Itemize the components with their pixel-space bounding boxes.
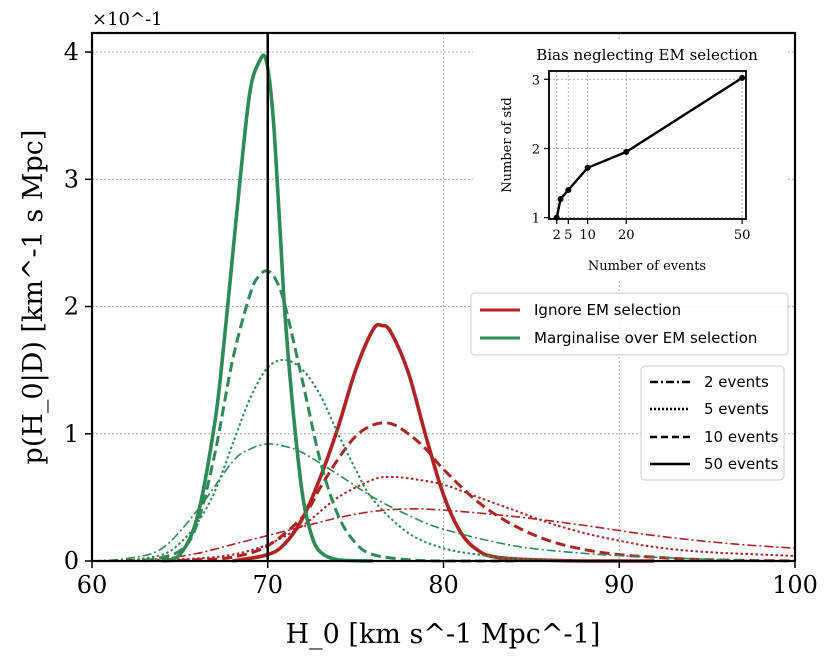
legend-10-events-label: 10 events bbox=[704, 428, 779, 446]
y-tick-label: 1 bbox=[64, 420, 79, 448]
x-axis-label: H_0 [km s^-1 Mpc^-1] bbox=[286, 619, 601, 650]
inset-x-tick-label: 50 bbox=[734, 228, 751, 243]
y-scale-label: ×10^-1 bbox=[92, 9, 163, 30]
x-tick-label: 70 bbox=[252, 571, 283, 599]
inset-x-label: Number of events bbox=[588, 259, 706, 274]
method-legend: Ignore EM selection Marginalise over EM … bbox=[470, 292, 789, 356]
legend-ignore-label: Ignore EM selection bbox=[534, 301, 681, 319]
y-tick-label: 0 bbox=[64, 547, 79, 575]
series-ignore-2-events bbox=[91, 507, 796, 562]
inset-y-label: Number of std bbox=[500, 97, 515, 192]
x-tick-label: 100 bbox=[772, 571, 818, 599]
y-tick-label: 2 bbox=[64, 293, 79, 321]
inset-background bbox=[473, 40, 788, 280]
inset-x-tick-label: 5 bbox=[564, 228, 572, 243]
x-tick-label: 90 bbox=[604, 571, 635, 599]
x-tick-label: 60 bbox=[77, 571, 108, 599]
inset-x-tick-label: 10 bbox=[579, 228, 596, 243]
legend-5-events-label: 5 events bbox=[704, 400, 769, 418]
series-marginalise-5-events bbox=[126, 358, 655, 563]
series-marginalise-50-events bbox=[161, 53, 374, 563]
inset-y-tick-label: 2 bbox=[532, 142, 540, 157]
legend-marginalise-label: Marginalise over EM selection bbox=[534, 329, 757, 347]
posterior-curves bbox=[91, 53, 796, 563]
inset-frame bbox=[548, 70, 747, 220]
inset-title: Bias neglecting EM selection bbox=[536, 46, 758, 64]
events-legend: 2 events 5 events 10 events 50 events bbox=[640, 365, 785, 481]
legend-2-events-label: 2 events bbox=[704, 373, 769, 391]
inset-bias-line bbox=[555, 76, 743, 218]
inset-x-tick-label: 20 bbox=[618, 228, 635, 243]
inset-bias-point bbox=[557, 195, 564, 202]
series-marginalise-10-events bbox=[144, 269, 514, 563]
inset-bias-point bbox=[739, 74, 746, 81]
inset-bias-point bbox=[623, 148, 630, 155]
series-ignore-50-events bbox=[232, 322, 655, 563]
series-ignore-5-events bbox=[127, 475, 796, 562]
legend-50-events-label: 50 events bbox=[704, 455, 779, 473]
inset-bias-point bbox=[565, 186, 572, 193]
inset-bias-point bbox=[584, 164, 591, 171]
x-tick-label: 80 bbox=[428, 571, 459, 599]
inset-y-tick-label: 3 bbox=[532, 73, 540, 88]
inset-x-tick-label: 2 bbox=[553, 228, 561, 243]
y-tick-label: 4 bbox=[64, 38, 79, 66]
y-axis-label: p(H_0|D) [km^-1 s Mpc] bbox=[18, 130, 49, 465]
series-ignore-10-events bbox=[162, 421, 796, 563]
y-tick-label: 3 bbox=[64, 165, 79, 193]
inset-y-tick-label: 1 bbox=[532, 212, 540, 227]
